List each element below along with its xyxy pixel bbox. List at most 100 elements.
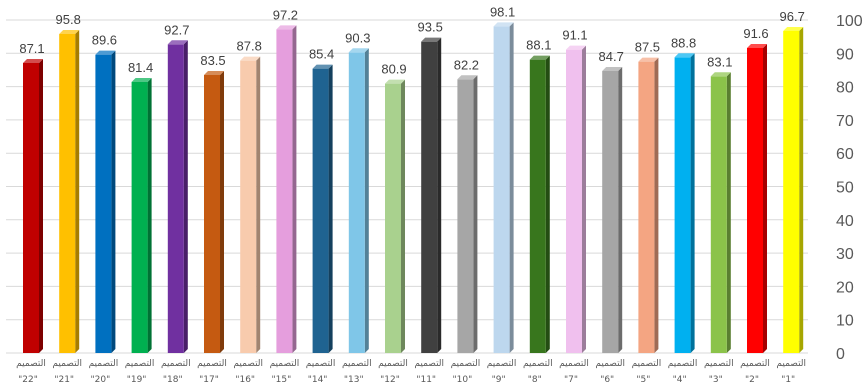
bar (204, 70, 224, 353)
y-tick-label: 10 (836, 313, 854, 330)
category-label-word: التصميم (487, 359, 517, 369)
bar-front (638, 61, 655, 353)
bar-side (799, 26, 804, 353)
bar-side (437, 37, 442, 354)
category-label-word: التصميم (233, 359, 263, 369)
bar-side (147, 77, 152, 354)
data-label: 93.5 (418, 20, 443, 35)
category-label-number: "5" (636, 375, 650, 385)
x-axis-category-labels: التصميم "22" التصميم "21" التصميم "20" التصميم… (16, 359, 806, 385)
category-label-word: التصميم (414, 359, 444, 369)
category-label-number: "1" (781, 375, 795, 385)
data-label: 87.5 (635, 40, 660, 55)
category-label-number: "10" (453, 375, 473, 385)
data-label: 87.8 (237, 39, 262, 54)
bar (240, 56, 261, 353)
data-label: 91.1 (562, 28, 587, 43)
bar-top (276, 25, 297, 30)
category-label-word: التصميم (16, 359, 46, 369)
bar-front (710, 76, 727, 353)
category-label-number: "21" (54, 375, 74, 385)
bar-top (457, 75, 478, 80)
data-label: 92.7 (164, 22, 189, 37)
bar-front (457, 79, 474, 354)
category-label-number: "7" (564, 375, 578, 385)
bar-top (204, 70, 224, 75)
category-label-number: "4" (673, 375, 687, 385)
category-label-word: التصميم (776, 359, 806, 369)
bar-top (385, 79, 405, 84)
bar-front (167, 44, 184, 354)
data-label: 88.1 (526, 38, 551, 53)
y-tick-label: 80 (836, 80, 854, 97)
bar-front (204, 74, 220, 353)
data-label: 84.7 (599, 49, 624, 64)
data-label: 83.1 (707, 54, 732, 69)
data-label: 83.5 (200, 53, 225, 68)
bar-front (421, 41, 438, 354)
bar-top (131, 77, 152, 82)
data-label: 91.6 (743, 26, 768, 41)
bar-top (23, 58, 43, 63)
category-label-word: التصميم (89, 359, 119, 369)
bar-side (401, 79, 405, 353)
category-label-word: التصميم (523, 359, 553, 369)
category-label-word: التصميم (306, 359, 336, 369)
data-label: 96.7 (780, 9, 805, 24)
bar-front (59, 33, 76, 354)
category-label-number: "19" (127, 375, 147, 385)
bar-top (95, 50, 116, 55)
data-label: 95.8 (56, 12, 81, 27)
bar-top (312, 64, 333, 69)
data-label: 97.2 (273, 7, 298, 22)
bar-front (674, 57, 691, 354)
bar (276, 25, 297, 353)
category-label-word: التصميم (668, 359, 698, 369)
category-label-word: التصميم (740, 359, 770, 369)
bar-front (747, 47, 763, 354)
bar (457, 75, 478, 354)
bar-top (348, 48, 369, 53)
category-label-number: "15" (272, 375, 292, 385)
bar-front (385, 83, 401, 353)
bar-side (39, 58, 43, 353)
y-tick-label: 50 (836, 180, 854, 197)
category-label-number: "3" (709, 375, 723, 385)
bar-side (220, 70, 224, 353)
bar-front (493, 26, 510, 354)
category-label-word: التصميم (559, 359, 589, 369)
category-label-number: "20" (91, 375, 111, 385)
y-tick-label: 30 (836, 246, 854, 263)
bar-side (763, 43, 767, 354)
category-label-number: "17" (199, 375, 219, 385)
bar-top (167, 40, 188, 45)
bar-side (364, 48, 369, 354)
bar-front (95, 54, 112, 354)
data-labels: 87.1 95.8 89.6 81.4 92.7 83.5 87.8 97.2 85.4 90.3… (19, 4, 805, 76)
bar-front (23, 62, 39, 353)
bar-side (654, 57, 659, 353)
category-label-number: "12" (380, 375, 400, 385)
bar-front (348, 52, 365, 354)
bar-front (566, 49, 582, 354)
y-tick-label: 0 (836, 346, 845, 363)
bar-side (509, 22, 514, 354)
bar (747, 43, 767, 354)
bar-side (75, 29, 80, 354)
bar-top (783, 26, 804, 31)
bar-top (493, 22, 514, 27)
category-label-number: "22" (18, 375, 38, 385)
category-label-number: "9" (492, 375, 506, 385)
category-label-word: التصميم (161, 359, 191, 369)
bar-side (292, 25, 297, 353)
bar-side (256, 56, 261, 353)
category-label-number: "18" (163, 375, 183, 385)
bar-front (529, 59, 546, 353)
bar (131, 77, 152, 354)
bar-top (747, 43, 767, 48)
category-label-word: التصميم (704, 359, 734, 369)
bar-front (240, 60, 257, 353)
bar-front (783, 30, 800, 353)
bar-top (421, 37, 442, 42)
y-tick-label: 40 (836, 213, 854, 230)
